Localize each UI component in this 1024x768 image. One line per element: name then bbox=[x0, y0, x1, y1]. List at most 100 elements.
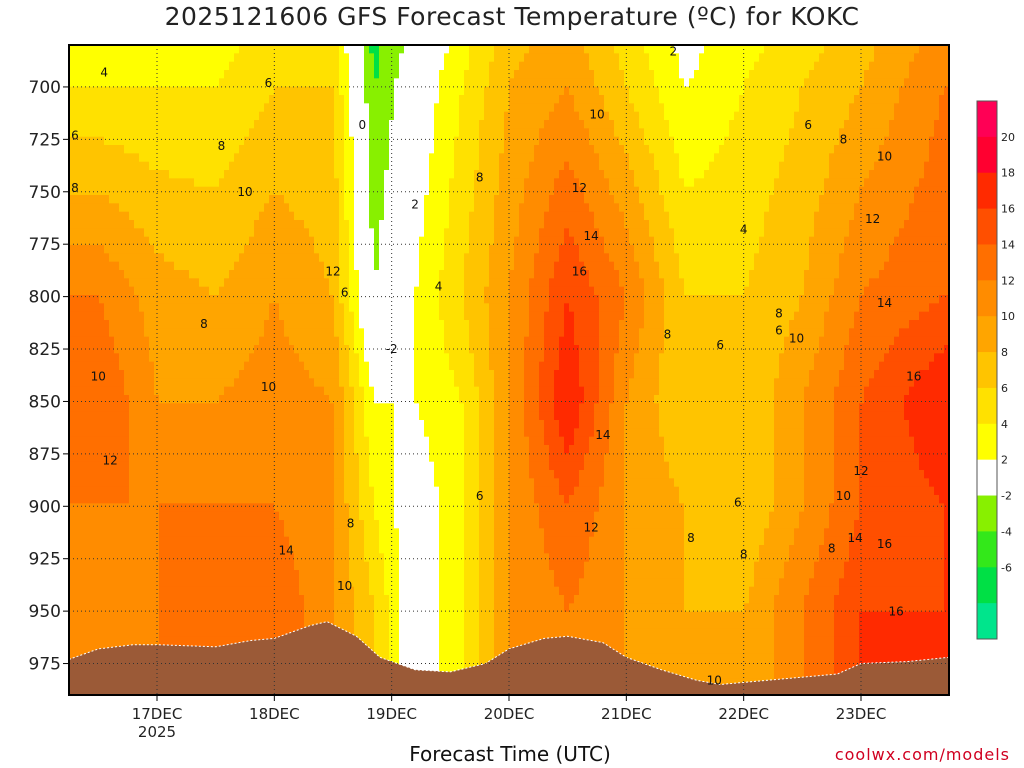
field-cell bbox=[359, 536, 365, 546]
field-cell bbox=[159, 461, 165, 471]
field-cell bbox=[124, 420, 130, 429]
field-cell bbox=[94, 45, 100, 54]
field-cell bbox=[299, 53, 305, 63]
field-cell bbox=[109, 578, 115, 588]
field-cell bbox=[354, 328, 360, 338]
field-cell bbox=[269, 228, 275, 238]
field-cell bbox=[244, 328, 250, 338]
field-cell bbox=[239, 228, 245, 238]
field-cell bbox=[154, 303, 160, 313]
field-cell bbox=[69, 70, 75, 79]
field-cell bbox=[189, 203, 195, 213]
field-cell bbox=[374, 253, 380, 263]
field-cell bbox=[179, 320, 185, 329]
field-cell bbox=[139, 353, 145, 363]
field-cell bbox=[119, 153, 125, 163]
field-cell bbox=[194, 370, 200, 379]
field-cell bbox=[74, 553, 80, 563]
field-cell bbox=[159, 420, 165, 429]
field-cell bbox=[129, 503, 135, 513]
field-cell bbox=[224, 270, 230, 279]
field-cell bbox=[324, 436, 330, 446]
field-cell bbox=[194, 261, 200, 271]
field-cell bbox=[79, 478, 85, 488]
field-cell bbox=[169, 595, 175, 604]
field-cell bbox=[384, 195, 390, 204]
field-cell bbox=[354, 336, 360, 346]
field-cell bbox=[384, 328, 390, 338]
field-cell bbox=[224, 303, 230, 313]
field-cell bbox=[304, 378, 310, 388]
field-cell bbox=[269, 320, 275, 329]
field-cell bbox=[249, 420, 255, 429]
field-cell bbox=[339, 386, 345, 396]
field-cell bbox=[114, 53, 120, 63]
field-cell bbox=[254, 611, 260, 621]
field-cell bbox=[129, 70, 135, 79]
field-cell bbox=[219, 270, 225, 279]
field-cell bbox=[224, 545, 230, 554]
field-cell bbox=[244, 120, 250, 129]
field-cell bbox=[214, 378, 220, 388]
field-cell bbox=[259, 428, 265, 438]
field-cell bbox=[184, 295, 190, 304]
field-cell bbox=[214, 503, 220, 513]
field-cell bbox=[354, 495, 360, 504]
field-cell bbox=[194, 236, 200, 246]
field-cell bbox=[349, 361, 355, 371]
field-cell bbox=[254, 345, 260, 354]
field-cell bbox=[84, 511, 90, 521]
field-cell bbox=[169, 545, 175, 554]
field-cell bbox=[264, 286, 270, 296]
field-cell bbox=[249, 545, 255, 554]
field-cell bbox=[159, 120, 165, 129]
field-cell bbox=[174, 511, 180, 521]
field-cell bbox=[274, 611, 280, 621]
field-cell bbox=[194, 395, 200, 404]
field-cell bbox=[324, 253, 330, 263]
field-cell bbox=[364, 528, 370, 538]
field-cell bbox=[164, 311, 170, 321]
field-cell bbox=[114, 270, 120, 279]
field-cell bbox=[229, 86, 235, 96]
field-cell bbox=[339, 211, 345, 221]
field-cell bbox=[174, 553, 180, 563]
field-cell bbox=[174, 470, 180, 479]
field-cell bbox=[239, 586, 245, 596]
field-cell bbox=[294, 336, 300, 346]
field-cell bbox=[349, 61, 355, 71]
field-cell bbox=[359, 86, 365, 96]
field-cell bbox=[129, 178, 135, 188]
field-cell bbox=[329, 503, 335, 513]
field-cell bbox=[89, 311, 95, 321]
field-cell bbox=[239, 603, 245, 613]
field-cell bbox=[139, 553, 145, 563]
field-cell bbox=[274, 503, 280, 513]
field-cell bbox=[159, 595, 165, 604]
field-cell bbox=[244, 611, 250, 621]
field-cell bbox=[304, 428, 310, 438]
field-cell bbox=[244, 128, 250, 138]
field-cell bbox=[369, 470, 375, 479]
field-cell bbox=[139, 520, 145, 529]
field-cell bbox=[329, 428, 335, 438]
field-cell bbox=[84, 470, 90, 479]
field-cell bbox=[169, 411, 175, 421]
field-cell bbox=[69, 436, 75, 446]
field-cell bbox=[304, 611, 310, 621]
field-cell bbox=[99, 478, 105, 488]
field-cell bbox=[339, 186, 345, 196]
field-cell bbox=[89, 420, 95, 429]
field-cell bbox=[74, 295, 80, 304]
field-cell bbox=[339, 545, 345, 554]
field-cell bbox=[119, 495, 125, 504]
field-cell bbox=[154, 603, 160, 613]
field-cell bbox=[319, 503, 325, 513]
field-cell bbox=[249, 503, 255, 513]
field-cell bbox=[94, 311, 100, 321]
field-cell bbox=[189, 128, 195, 138]
field-cell bbox=[129, 570, 135, 579]
field-cell bbox=[294, 45, 300, 54]
field-cell bbox=[234, 345, 240, 354]
field-cell bbox=[294, 620, 300, 629]
